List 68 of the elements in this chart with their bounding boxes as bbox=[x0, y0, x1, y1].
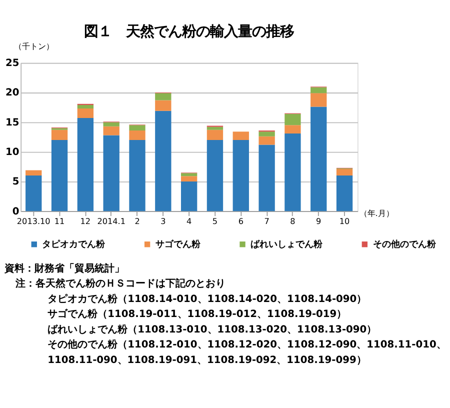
x-tick-label: 12 bbox=[80, 216, 91, 226]
bar bbox=[103, 135, 120, 212]
bar bbox=[310, 87, 327, 94]
text: 資料：財務省「貿易統計」 bbox=[3, 262, 124, 274]
x-axis-title: （年.月） bbox=[359, 208, 394, 218]
bar bbox=[258, 144, 275, 212]
bar bbox=[258, 136, 275, 145]
bar bbox=[206, 126, 224, 130]
bar bbox=[77, 105, 94, 109]
x-tick-label: 7 bbox=[264, 216, 270, 226]
y-tick-label: 0 bbox=[12, 206, 20, 218]
bar bbox=[51, 140, 68, 212]
bar bbox=[284, 133, 301, 212]
legend-label: ばれいしょでん粉 bbox=[250, 239, 324, 250]
y-tick-label: 10 bbox=[6, 146, 20, 158]
x-tick-label: 2 bbox=[134, 216, 140, 226]
y-axis-title: （千トン） bbox=[14, 40, 54, 51]
x-tick-label: 2014.1 bbox=[97, 216, 126, 226]
bar bbox=[155, 100, 172, 111]
bar bbox=[155, 93, 172, 100]
text: その他のでん粉（1108.12-010、1108.12-020、1108.12-090、1108.11-010、 bbox=[48, 338, 446, 351]
text: サゴでん粉（1108.19-011、1108.19-012、1108.19-019） bbox=[48, 308, 347, 320]
bar bbox=[129, 140, 146, 212]
x-tick-label: 8 bbox=[290, 216, 296, 226]
bar bbox=[77, 118, 94, 212]
text: タピオカでん粉（1108.14-010、1108.14-020、1108.14-090） bbox=[48, 292, 367, 305]
bar bbox=[26, 170, 42, 176]
text: 1108.11-090、1108.19-091、1108.19-092、1108.19-099） bbox=[48, 354, 366, 366]
x-tick-label: 11 bbox=[54, 216, 65, 226]
x-tick-label: 10 bbox=[339, 216, 350, 226]
bar bbox=[310, 106, 327, 212]
x-tick-label: 3 bbox=[160, 216, 166, 226]
bar bbox=[129, 125, 146, 130]
text: ばれいしょでん粉（1108.13-010、1108.13-020、1108.13-090） bbox=[48, 323, 377, 336]
legend-label: タピオカでん粉 bbox=[42, 239, 106, 250]
chart-title: 図１ 天然でん粉の輸入量の推移 bbox=[84, 24, 294, 40]
bar bbox=[206, 140, 224, 212]
bar bbox=[310, 93, 327, 107]
bar bbox=[51, 130, 68, 140]
y-tick-label: 25 bbox=[6, 58, 20, 70]
y-tick-label: 5 bbox=[12, 176, 20, 188]
bar bbox=[129, 130, 146, 140]
bar bbox=[336, 176, 353, 212]
bar bbox=[180, 173, 198, 176]
bar bbox=[103, 126, 120, 136]
bar bbox=[180, 181, 198, 212]
bar bbox=[232, 140, 249, 212]
bar bbox=[258, 132, 275, 136]
bar bbox=[232, 132, 249, 140]
bar bbox=[206, 130, 224, 140]
bar bbox=[284, 125, 301, 134]
x-tick-label: 5 bbox=[212, 216, 218, 226]
y-tick-label: 20 bbox=[6, 88, 20, 99]
x-tick-label: 6 bbox=[238, 216, 244, 226]
bar bbox=[336, 169, 353, 176]
text: 注：各天然でん粉のＨＳコードは下記のとおり bbox=[14, 278, 226, 290]
legend-label: サゴでん粉 bbox=[155, 239, 202, 250]
x-tick-label: 2013.10 bbox=[16, 216, 50, 226]
y-tick-label: 15 bbox=[6, 117, 20, 128]
bar bbox=[155, 110, 172, 212]
bar bbox=[180, 176, 198, 182]
bar bbox=[284, 114, 301, 126]
legend-label: その他のでん粉 bbox=[372, 239, 437, 250]
x-tick-label: 4 bbox=[186, 216, 192, 226]
bar bbox=[103, 122, 120, 126]
x-tick-label: 9 bbox=[316, 216, 322, 226]
bar bbox=[77, 108, 94, 118]
bar bbox=[26, 176, 42, 212]
